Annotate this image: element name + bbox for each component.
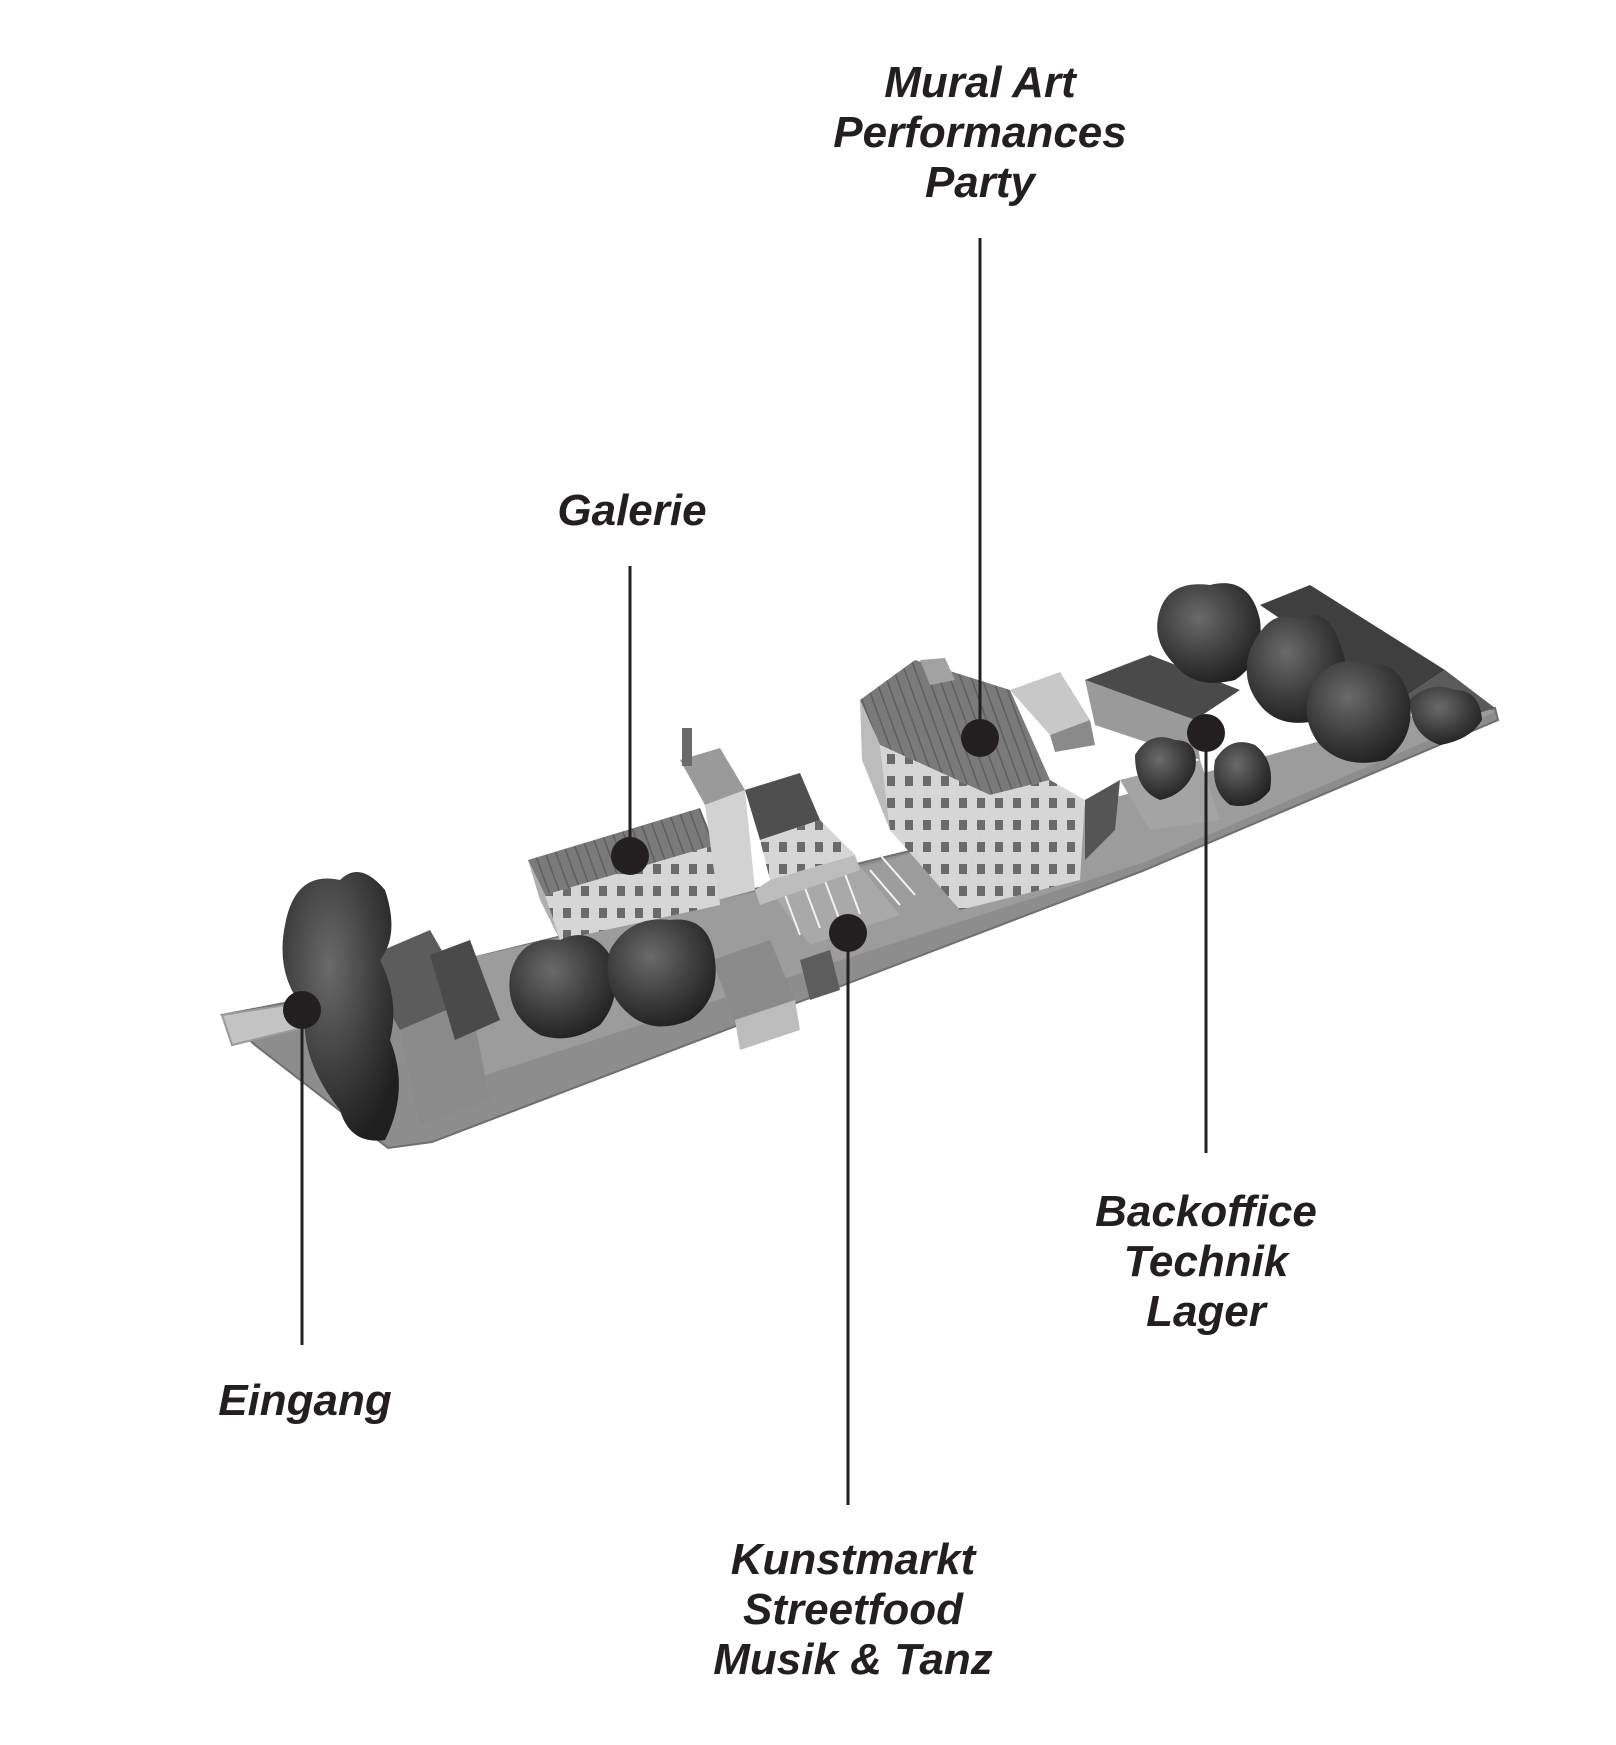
backoffice-marker — [1187, 714, 1225, 752]
entrance-building — [360, 930, 500, 1125]
callout-markers — [283, 714, 1225, 1029]
eingang-label-line-1: Eingang — [218, 1376, 392, 1425]
mural-label-line-1: Mural Art — [884, 58, 1076, 107]
mural-marker — [961, 719, 999, 757]
eingang-label: Eingang — [218, 1376, 392, 1426]
galerie-label: Galerie — [557, 486, 706, 536]
eingang-marker — [283, 991, 321, 1029]
mural-art-building — [860, 658, 1120, 910]
mural-label-line-2: Performances — [833, 108, 1127, 157]
kunstmarkt-label-line-3: Musik & Tanz — [713, 1635, 993, 1684]
backoffice-label-line-2: Technik — [1123, 1237, 1289, 1286]
backoffice-label: Backoffice Technik Lager — [1095, 1187, 1317, 1337]
backoffice-label-line-1: Backoffice — [1095, 1187, 1317, 1236]
mural-label-line-3: Party — [924, 158, 1036, 207]
kunstmarkt-label: Kunstmarkt Streetfood Musik & Tanz — [713, 1535, 993, 1685]
garages — [712, 940, 840, 1050]
backoffice-label-line-3: Lager — [1146, 1287, 1266, 1336]
callout-lines — [300, 238, 1208, 1505]
kunstmarkt-marker — [829, 914, 867, 952]
galerie-marker — [611, 837, 649, 875]
mural-label: Mural Art Performances Party — [833, 58, 1126, 208]
trees — [282, 583, 1482, 1141]
kunstmarkt-label-line-1: Kunstmarkt — [730, 1535, 976, 1584]
kunstmarkt-label-line-2: Streetfood — [742, 1585, 963, 1634]
galerie-label-line-1: Galerie — [557, 486, 707, 535]
